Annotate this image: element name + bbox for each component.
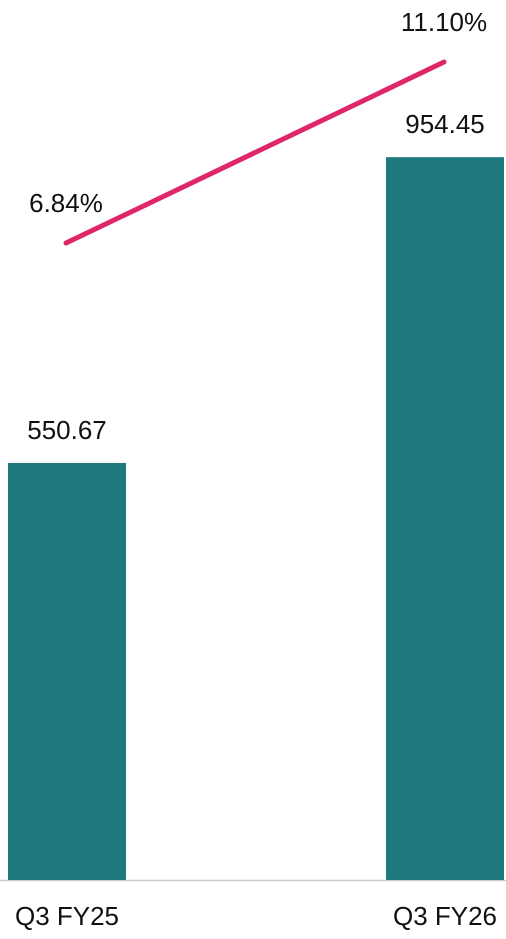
bar-value-label: 550.67 <box>27 415 107 445</box>
x-tick-label: Q3 FY25 <box>15 901 119 931</box>
bar <box>386 157 504 880</box>
line-value-label: 11.10% <box>401 7 487 37</box>
bar-value-label: 954.45 <box>405 109 485 139</box>
line-value-label: 6.84% <box>29 188 103 218</box>
x-tick-label: Q3 FY26 <box>393 901 497 931</box>
line <box>63 59 447 246</box>
bar <box>8 462 126 880</box>
